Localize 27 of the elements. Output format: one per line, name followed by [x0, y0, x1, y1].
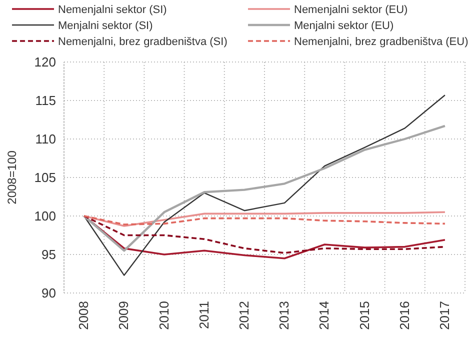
- legend-label: Nemenjalni, brez gradbeništva (SI): [58, 36, 228, 48]
- x-tick-label: 2011: [196, 301, 212, 329]
- y-tick-label: 90: [42, 286, 56, 301]
- y-axis-title: 2008=100: [5, 150, 19, 204]
- legend-label: Menjalni sektor (EU): [294, 20, 394, 32]
- y-tick-label: 105: [34, 170, 56, 186]
- legend-label: Menjalni sektor (SI): [58, 20, 153, 32]
- y-tick-label: 100: [34, 208, 56, 224]
- line-series: [83, 94, 446, 276]
- x-tick-label: 2015: [356, 301, 372, 330]
- legend-label: Nemenjalni, brez gradbeništva (EU): [294, 36, 468, 48]
- x-tick-label: 2013: [276, 301, 292, 330]
- x-tick-label: 2016: [396, 301, 412, 330]
- y-tick-label: 120: [34, 54, 56, 70]
- line-series: [83, 215, 446, 226]
- x-tick-label: 2010: [156, 301, 172, 330]
- y-tick-label: 115: [35, 93, 56, 108]
- x-tick-label: 2009: [116, 301, 132, 330]
- y-tick-label: 95: [42, 247, 56, 262]
- line-series: [82, 124, 446, 252]
- y-tick-label: 110: [35, 132, 56, 147]
- x-tick-label: 2017: [436, 301, 452, 330]
- x-tick-label: 2014: [316, 301, 332, 330]
- x-tick-label: 2008: [76, 301, 92, 330]
- legend-label: Nemenjalni sektor (SI): [58, 4, 167, 16]
- x-tick-label: 2012: [236, 301, 252, 330]
- legend-label: Nemenjalni sektor (EU): [294, 4, 408, 16]
